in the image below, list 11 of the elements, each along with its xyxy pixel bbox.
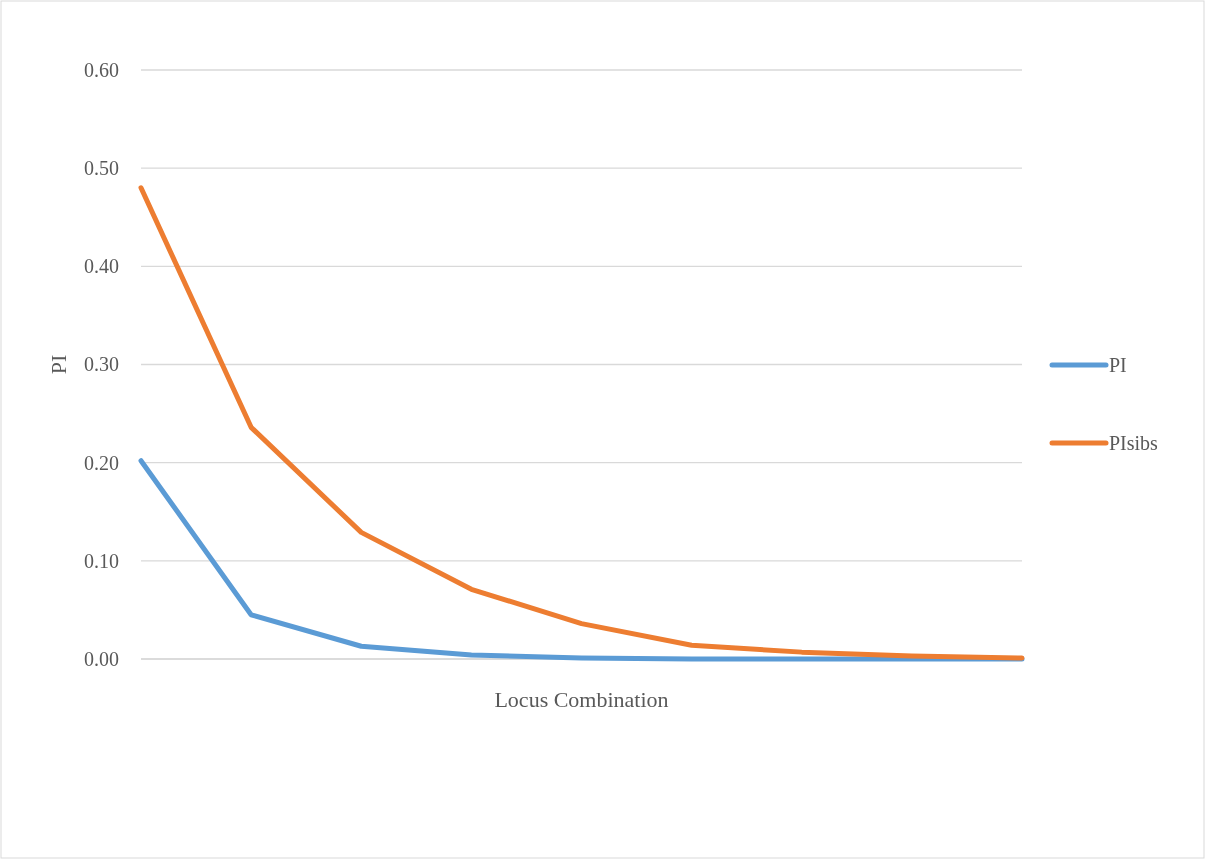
y-tick-label: 0.60 [84, 58, 119, 81]
y-tick-label: 0.20 [84, 451, 119, 474]
y-tick-label: 0.40 [84, 255, 119, 278]
y-tick-label: 0.50 [84, 157, 119, 180]
legend-label: PI [1109, 354, 1127, 376]
x-axis-title: Locus Combination [494, 687, 669, 712]
legend-label: PIsibs [1109, 432, 1159, 454]
y-tick-label: 0.30 [84, 353, 119, 376]
y-tick-label: 0.10 [84, 549, 119, 572]
y-axis-title: PI [46, 354, 71, 375]
y-tick-label: 0.00 [84, 647, 119, 670]
